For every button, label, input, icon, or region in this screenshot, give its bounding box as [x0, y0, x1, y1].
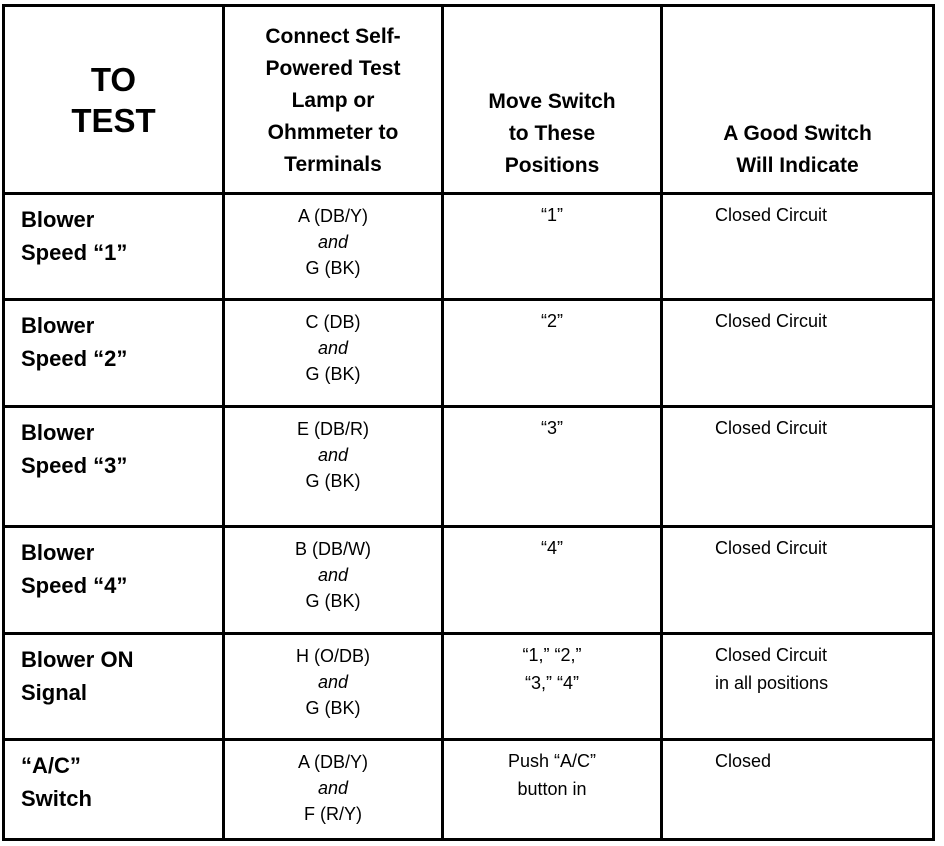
- result-cell: Closed: [660, 738, 935, 841]
- result-cell-line: Closed Circuit: [715, 538, 828, 558]
- test-cell: Blower ON Signal: [2, 632, 225, 741]
- positions-cell-line: “1,” “2,”: [522, 645, 582, 665]
- positions-cell: “4”: [441, 525, 663, 635]
- terminals-cell: B (DB/W) and G (BK): [222, 525, 444, 635]
- header-text: Lamp or: [291, 88, 375, 112]
- terminals-cell-line: and: [317, 672, 349, 692]
- table-row: Blower Speed “3” E (DB/R) and G (BK) “3” Close…: [2, 405, 935, 528]
- test-cell: Blower Speed “2”: [2, 298, 225, 408]
- header-text: Positions: [504, 154, 600, 177]
- terminals-cell-line: G (BK): [305, 364, 361, 384]
- terminals-cell-line: G (BK): [305, 698, 361, 718]
- result-cell: Closed Circuit: [660, 405, 935, 528]
- table-row: “A/C” Switch A (DB/Y) and F (R/Y) Push “A/C” b…: [2, 738, 935, 841]
- positions-cell-line: “1”: [541, 205, 563, 225]
- switch-test-table: TO TEST Connect Self- Powered Test Lamp …: [2, 4, 935, 841]
- result-cell-line: Closed Circuit: [715, 645, 828, 665]
- terminals-cell-line: F (R/Y): [304, 804, 362, 824]
- result-cell-line: Closed Circuit: [715, 205, 828, 225]
- positions-cell: “1”: [441, 192, 663, 301]
- result-cell: Closed Circuit: [660, 525, 935, 635]
- header-text: A Good Switch: [723, 122, 872, 145]
- test-cell-line: Blower: [21, 313, 95, 338]
- positions-cell: “1,” “2,” “3,” “4”: [441, 632, 663, 741]
- terminals-cell: A (DB/Y) and G (BK): [222, 192, 444, 301]
- test-cell: Blower Speed “4”: [2, 525, 225, 635]
- header-to-test: TO TEST: [2, 4, 225, 195]
- positions-cell-line: “3,” “4”: [525, 673, 579, 693]
- terminals-cell: H (O/DB) and G (BK): [222, 632, 444, 741]
- table-row: Blower ON Signal H (O/DB) and G (BK) “1,” “2,…: [2, 632, 935, 741]
- result-cell: Closed Circuit: [660, 298, 935, 408]
- table-row: Blower Speed “2” C (DB) and G (BK) “2” Closed …: [2, 298, 935, 408]
- positions-cell: “2”: [441, 298, 663, 408]
- test-cell: Blower Speed “3”: [2, 405, 225, 528]
- header-text: Move Switch: [488, 90, 616, 113]
- test-cell-line: Speed “2”: [21, 346, 128, 371]
- result-cell-line: Closed Circuit: [715, 311, 828, 331]
- result-cell: Closed Circuit in all positions: [660, 632, 935, 741]
- positions-cell-line: Push “A/C”: [507, 751, 597, 771]
- header-text: to These: [508, 122, 596, 145]
- table-row: Blower Speed “1” A (DB/Y) and G (BK) “1” Close…: [2, 192, 935, 301]
- test-cell-line: Speed “3”: [21, 453, 128, 478]
- positions-cell-line: button in: [517, 779, 587, 799]
- header-text: Will Indicate: [736, 154, 859, 177]
- result-cell-line: in all positions: [715, 673, 829, 693]
- terminals-cell-line: and: [317, 778, 349, 798]
- terminals-cell-line: G (BK): [305, 258, 361, 278]
- terminals-cell-line: A (DB/Y): [297, 206, 368, 226]
- test-cell-line: Blower: [21, 207, 95, 232]
- test-cell-line: Blower: [21, 420, 95, 445]
- test-cell-line: Signal: [21, 680, 88, 705]
- terminals-cell-line: A (DB/Y): [297, 752, 368, 772]
- header-text: Terminals: [284, 152, 382, 176]
- test-cell-line: “A/C”: [21, 753, 81, 778]
- header-row: TO TEST Connect Self- Powered Test Lamp …: [2, 4, 935, 195]
- positions-cell-line: “4”: [541, 538, 563, 558]
- header-connect: Connect Self- Powered Test Lamp or Ohmme…: [222, 4, 444, 195]
- test-cell: “A/C” Switch: [2, 738, 225, 841]
- result-cell: Closed Circuit: [660, 192, 935, 301]
- terminals-cell-line: B (DB/W): [295, 539, 371, 559]
- header-text: Connect Self-: [265, 24, 401, 48]
- terminals-cell-line: E (DB/R): [297, 419, 369, 439]
- result-cell-line: Closed Circuit: [715, 418, 828, 438]
- header-text: TO: [90, 60, 137, 98]
- test-cell-line: Blower ON: [21, 647, 134, 672]
- header-text: TEST: [71, 101, 156, 139]
- terminals-cell-line: G (BK): [305, 471, 361, 491]
- terminals-cell-line: and: [317, 565, 349, 585]
- header-text: Powered Test: [265, 56, 401, 80]
- terminals-cell-line: G (BK): [305, 591, 361, 611]
- terminals-cell-line: and: [317, 445, 349, 465]
- terminals-cell-line: and: [317, 232, 349, 252]
- test-cell-line: Speed “1”: [21, 240, 128, 265]
- test-cell-line: Blower: [21, 540, 95, 565]
- test-cell-line: Switch: [21, 786, 92, 811]
- terminals-cell-line: and: [317, 338, 349, 358]
- test-cell: Blower Speed “1”: [2, 192, 225, 301]
- terminals-cell: C (DB) and G (BK): [222, 298, 444, 408]
- positions-cell: Push “A/C” button in: [441, 738, 663, 841]
- positions-cell: “3”: [441, 405, 663, 528]
- header-good: A Good Switch Will Indicate: [660, 4, 935, 195]
- test-cell-line: Speed “4”: [21, 573, 128, 598]
- terminals-cell: E (DB/R) and G (BK): [222, 405, 444, 528]
- positions-cell-line: “2”: [541, 311, 563, 331]
- header-text: Ohmmeter to: [267, 120, 399, 144]
- terminals-cell-line: H (O/DB): [296, 646, 370, 666]
- header-move: Move Switch to These Positions: [441, 4, 663, 195]
- terminals-cell-line: C (DB): [305, 312, 361, 332]
- positions-cell-line: “3”: [541, 418, 563, 438]
- terminals-cell: A (DB/Y) and F (R/Y): [222, 738, 444, 841]
- table-row: Blower Speed “4” B (DB/W) and G (BK) “4” Close…: [2, 525, 935, 635]
- result-cell-line: Closed: [715, 751, 772, 771]
